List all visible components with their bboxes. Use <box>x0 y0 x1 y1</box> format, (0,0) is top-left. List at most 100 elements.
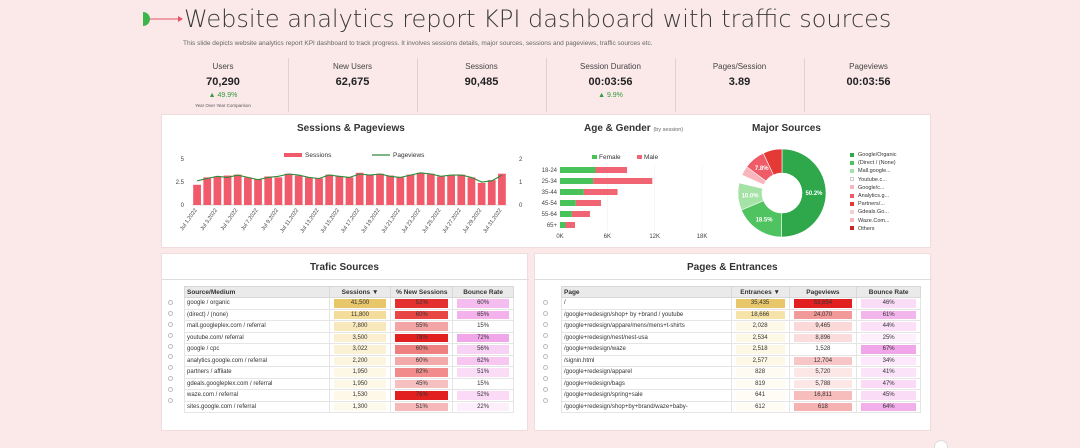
table-row[interactable]: /google+redesign/nest/nest-usa 2,534 8,896… <box>561 331 921 344</box>
col-new-sessions[interactable]: % New Sessions <box>390 286 454 298</box>
pages-entrances-body: /35,435 53,654 46% /google+redesign/shop+ b… <box>561 297 921 413</box>
bounce-rate-cell-value: 56% <box>457 345 509 354</box>
scroll-indicator[interactable] <box>934 440 948 448</box>
age-label: 45-54 <box>542 201 558 207</box>
table-row[interactable]: analytics.google.com / referral 2,200 60% 6… <box>184 354 514 367</box>
source-medium-cell: google / organic <box>184 297 330 310</box>
table-row[interactable]: gdeals.googleplex.com / referral 1,950 45%… <box>184 377 514 390</box>
table-row[interactable]: google / organic 41,500 52% 60% <box>184 297 514 310</box>
page-cell: /google+redesign/shop+ by +brand / youtu… <box>561 308 732 321</box>
x-tick-label: Jul 25,2022 <box>421 208 442 235</box>
kpi-pageviews: Pageviews 00:03:56 <box>804 58 932 112</box>
sessions-bar <box>193 184 201 205</box>
table-row[interactable]: /google+redesign/bags 819 5,788 47% <box>561 377 921 390</box>
bounce-rate-cell-value: 47% <box>861 379 916 388</box>
table-row[interactable]: /35,435 53,654 46% <box>561 297 921 310</box>
pageviews-cell: 53,654 <box>788 297 858 310</box>
bounce-rate-cell-value: 62% <box>457 356 509 365</box>
new-sessions-cell-value: 82% <box>395 368 449 377</box>
new-sessions-cell-value: 55% <box>395 322 449 331</box>
legend-label: Others <box>858 225 875 232</box>
sessions-cell: 2,200 <box>328 354 392 367</box>
row-marker <box>168 321 173 327</box>
kpi-label: Session Duration <box>580 62 641 71</box>
x-tick-label: 12K <box>649 234 660 240</box>
row-marker <box>168 332 173 338</box>
sessions-cell-value: 3,500 <box>333 333 387 342</box>
new-sessions-cell: 52% <box>390 297 454 310</box>
bounce-rate-cell-value: 64% <box>861 402 916 411</box>
bounce-rate-cell: 44% <box>856 320 921 333</box>
bounce-rate-cell: 46% <box>856 297 921 310</box>
page-title: Website analytics report KPI dashboard w… <box>184 5 892 33</box>
kpi-session-duration: Session Duration 00:03:56 ▲ 9.9% <box>546 58 674 112</box>
new-sessions-cell: 82% <box>390 366 454 379</box>
bounce-rate-cell-value: 46% <box>861 299 916 308</box>
sessions-bar <box>416 172 425 205</box>
y-tick-label: 5 <box>181 157 185 163</box>
table-row[interactable]: youtube.com/ referral 3,500 78% 72% <box>184 331 514 344</box>
bounce-rate-cell: 61% <box>856 308 921 321</box>
sessions-cell-value: 7,800 <box>333 322 387 331</box>
x-tick-label: 18K <box>697 234 708 240</box>
sessions-bar <box>386 175 395 205</box>
table-row[interactable]: (direct) / (none) 11,800 60% 65% <box>184 308 514 321</box>
table-row[interactable]: /google+redesign/appare/mens/mens+t-shir… <box>561 320 921 333</box>
table-row[interactable]: partners / affilate 1,950 82% 51% <box>184 366 514 379</box>
table-row[interactable]: google / cpc 3,022 60% 56% <box>184 343 514 356</box>
kpi-label: New Users <box>332 62 373 71</box>
table-row[interactable]: sites.google.com / referral 1,300 51% 22% <box>184 400 514 413</box>
table-row[interactable]: /google+redesign/spring+sale 641 16,811 45% <box>561 389 921 402</box>
entrances-cell-value: 2,518 <box>735 345 785 354</box>
table-row[interactable]: /google+redesign/shop+by+brand/waze+baby… <box>561 400 921 413</box>
sessions-cell: 1,950 <box>328 366 392 379</box>
source-medium-cell: analytics.google.com / referral <box>184 354 330 367</box>
table-row[interactable]: mall.googleplex.com / referral 7,800 55% 15… <box>184 320 514 333</box>
kpi-label: Pageviews <box>849 62 888 71</box>
table-row[interactable]: /signin.html 2,577 12,704 34% <box>561 354 921 367</box>
sessions-bar <box>355 172 364 205</box>
entrances-cell: 819 <box>730 377 790 390</box>
age-gender-title-text: Age & Gender <box>584 123 651 134</box>
new-sessions-cell: 60% <box>390 308 454 321</box>
bounce-rate-cell-value: 72% <box>457 333 509 342</box>
table-row[interactable]: /google+redesign/apparel 828 5,720 41% <box>561 366 921 379</box>
sessions-bar <box>498 173 506 205</box>
arrow-logo-icon <box>140 7 184 31</box>
col-page[interactable]: Page <box>561 286 732 298</box>
col-sessions[interactable]: Sessions ▼ <box>328 286 392 298</box>
col-bounce-rate[interactable]: Bounce Rate <box>452 286 514 298</box>
age-label: 65+ <box>547 223 558 229</box>
col-entrances[interactable]: Entrances ▼ <box>730 286 790 298</box>
divider <box>162 279 529 280</box>
bounce-rate-cell: 15% <box>452 377 514 390</box>
kpi-label: Sessions <box>465 62 498 71</box>
col-source-medium[interactable]: Source/Medium <box>184 286 330 298</box>
bounce-rate-cell-value: 45% <box>861 391 916 400</box>
col-pageviews[interactable]: Pageviews <box>788 286 858 298</box>
sessions-bar <box>376 173 384 205</box>
entrances-cell-value: 819 <box>735 379 785 388</box>
x-tick-label: Jul 13,2022 <box>299 208 320 235</box>
bounce-rate-cell-value: 25% <box>861 333 916 342</box>
entrances-cell-value: 2,534 <box>735 333 785 342</box>
legend-pageviews-label: Pageviews <box>393 152 425 159</box>
page-cell: /google+redesign/shop+by+brand/waze+baby… <box>561 400 732 413</box>
table-row[interactable]: /google+redesign/shop+ by +brand / youtu… <box>561 308 921 321</box>
row-marker <box>168 365 173 371</box>
bounce-rate-cell-value: 60% <box>457 299 509 308</box>
pageviews-cell: 8,896 <box>788 331 858 344</box>
col-bounce-rate[interactable]: Bounce Rate <box>856 286 921 298</box>
sessions-bar <box>457 174 466 205</box>
kpi-change: ▲ 9.9% <box>598 92 623 99</box>
table-row[interactable]: waze.com / referral 1,530 76% 52% <box>184 389 514 402</box>
sessions-bar <box>213 176 222 205</box>
legend-label: Partners/... <box>858 201 885 208</box>
kpi-label: Users <box>212 62 234 71</box>
table-row[interactable]: /google+redesign/waze 2,518 1,528 67% <box>561 343 921 356</box>
kpi-new-users: New Users 62,675 <box>288 58 416 112</box>
new-sessions-cell-value: 52% <box>395 299 449 308</box>
female-bar <box>560 167 596 173</box>
kpi-change: ▲ 49.9% <box>208 92 238 99</box>
new-sessions-cell-value: 60% <box>395 356 449 365</box>
